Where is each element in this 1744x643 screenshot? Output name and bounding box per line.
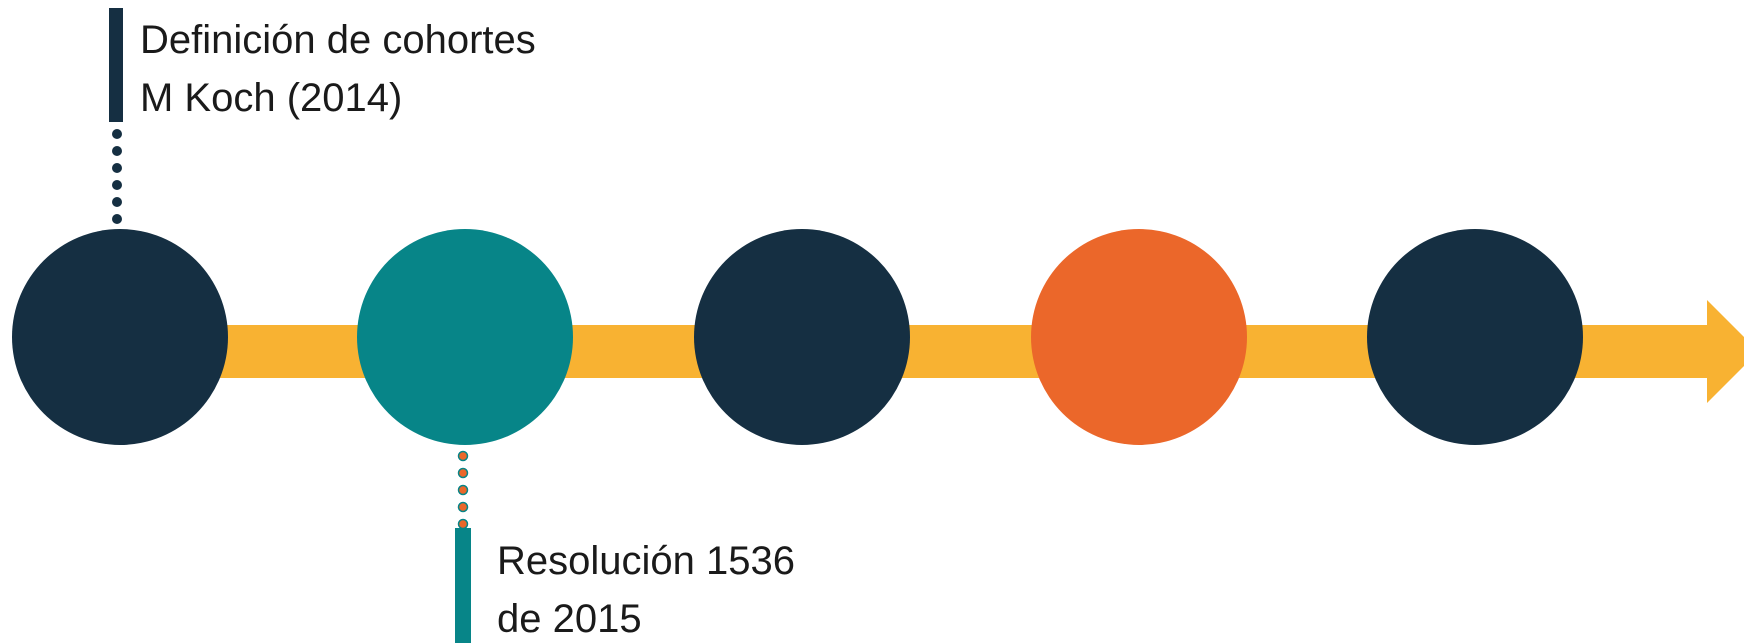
milestone-1-connector-dots xyxy=(112,129,122,224)
milestone-3 xyxy=(694,229,910,445)
connector-dot xyxy=(457,518,469,530)
milestone-4 xyxy=(1031,229,1247,445)
connector-dot xyxy=(112,146,122,156)
milestone-1-label-bar xyxy=(109,8,123,122)
connector-dot xyxy=(457,467,469,479)
milestone-1: Definición de cohortes M Koch (2014) xyxy=(12,8,536,445)
connector-dot xyxy=(457,450,469,462)
milestone-2-circle xyxy=(357,229,573,445)
arrow-head xyxy=(1707,300,1744,403)
connector-dot xyxy=(112,129,122,139)
milestone-1-label-line-2: M Koch (2014) xyxy=(140,76,402,120)
connector-dot xyxy=(112,214,122,224)
milestone-4-circle xyxy=(1031,229,1247,445)
milestone-5 xyxy=(1367,229,1583,445)
milestone-2-label-line-1: Resolución 1536 xyxy=(497,539,795,583)
connector-dot xyxy=(112,197,122,207)
connector-dot xyxy=(457,501,469,513)
milestone-2: Resolución 1536 de 2015 xyxy=(357,229,795,643)
milestone-2-label-bar xyxy=(455,528,471,643)
milestone-3-circle xyxy=(694,229,910,445)
milestone-1-circle xyxy=(12,229,228,445)
connector-dot xyxy=(457,484,469,496)
milestone-2-label-line-2: de 2015 xyxy=(497,597,642,641)
milestone-1-label-line-1: Definición de cohortes xyxy=(140,18,536,62)
milestone-2-connector-dots xyxy=(457,450,469,530)
connector-dot xyxy=(112,163,122,173)
milestone-5-circle xyxy=(1367,229,1583,445)
connector-dot xyxy=(112,180,122,190)
